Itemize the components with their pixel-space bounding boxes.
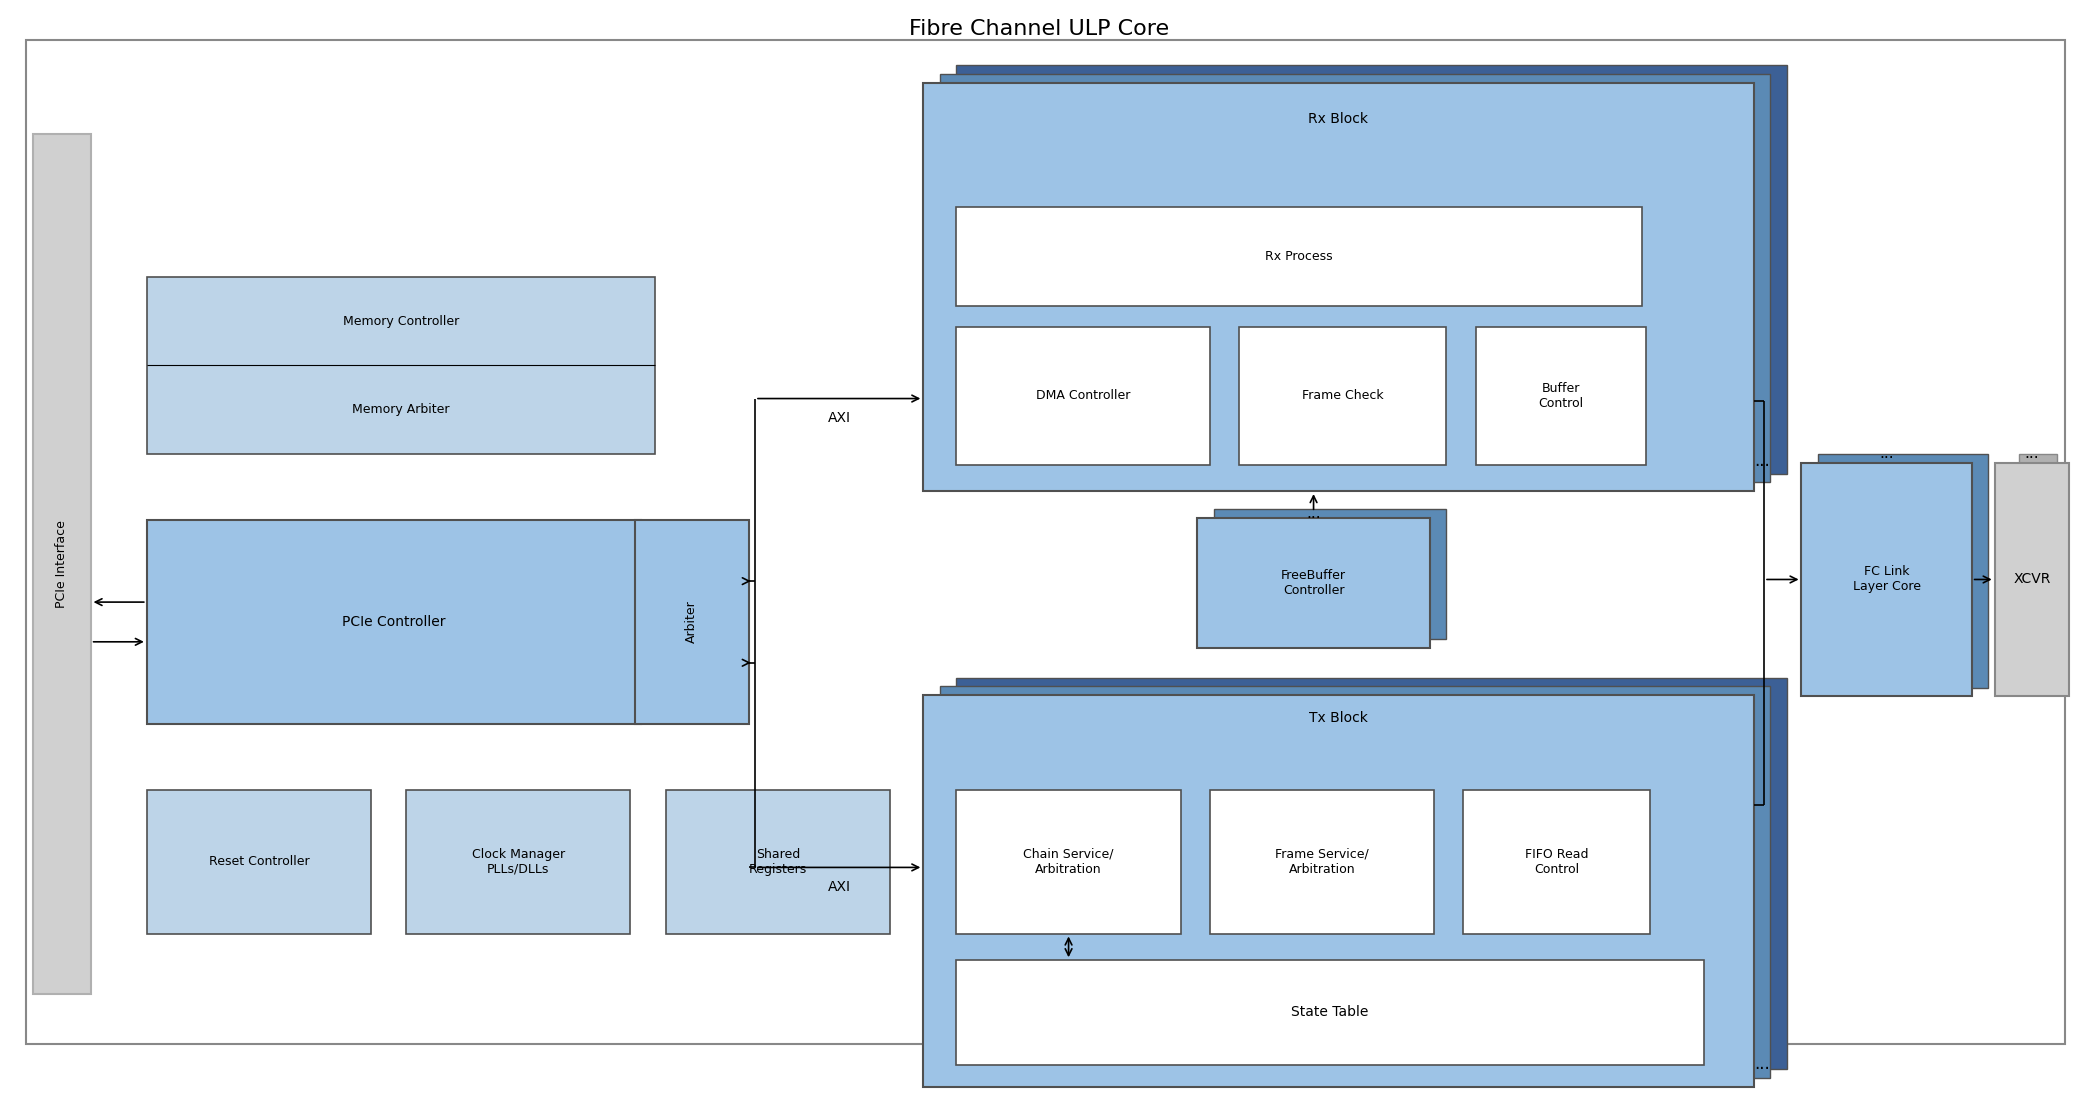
Bar <box>1994 462 2069 697</box>
Bar <box>405 790 630 933</box>
Bar <box>1802 462 1971 697</box>
Text: Rx Block: Rx Block <box>1308 113 1368 126</box>
Bar <box>2019 453 2056 688</box>
Bar <box>956 960 1705 1065</box>
Text: PCIe Controller: PCIe Controller <box>343 615 445 629</box>
Bar <box>634 520 748 724</box>
Bar <box>940 687 1771 1078</box>
Text: FIFO Read
Control: FIFO Read Control <box>1524 848 1588 876</box>
Text: Buffer
Control: Buffer Control <box>1538 382 1584 410</box>
Bar <box>1198 518 1430 648</box>
Bar <box>956 207 1642 306</box>
Bar <box>148 790 370 933</box>
Text: Frame Check: Frame Check <box>1301 389 1383 403</box>
Text: Clock Manager
PLLs/DLLs: Clock Manager PLLs/DLLs <box>472 848 565 876</box>
Bar <box>923 83 1755 491</box>
Text: ...: ... <box>1755 452 1769 470</box>
Bar <box>148 278 655 453</box>
Text: DMA Controller: DMA Controller <box>1035 389 1131 403</box>
Bar <box>33 134 91 994</box>
Bar <box>956 678 1788 1070</box>
Text: ...: ... <box>1755 1055 1769 1073</box>
Text: Chain Service/
Arbitration: Chain Service/ Arbitration <box>1023 848 1114 876</box>
Text: XCVR: XCVR <box>2012 573 2050 586</box>
Text: Fibre Channel ULP Core: Fibre Channel ULP Core <box>909 19 1170 39</box>
Text: AXI: AXI <box>827 880 850 895</box>
Text: FreeBuffer
Controller: FreeBuffer Controller <box>1281 568 1345 597</box>
Bar <box>940 74 1771 482</box>
Bar <box>956 65 1788 473</box>
Bar <box>956 327 1210 465</box>
Text: Shared
Registers: Shared Registers <box>748 848 807 876</box>
Text: ...: ... <box>1306 505 1320 521</box>
Text: Arbiter: Arbiter <box>686 601 699 644</box>
Text: ...: ... <box>1879 446 1894 461</box>
Text: Frame Service/
Arbitration: Frame Service/ Arbitration <box>1274 848 1368 876</box>
Bar <box>1464 790 1651 933</box>
Text: Memory Arbiter: Memory Arbiter <box>351 403 449 416</box>
Text: ...: ... <box>2025 446 2039 461</box>
Text: State Table: State Table <box>1291 1005 1368 1020</box>
Text: Rx Process: Rx Process <box>1266 250 1333 263</box>
Bar <box>1210 790 1435 933</box>
Text: Memory Controller: Memory Controller <box>343 315 459 327</box>
Text: Tx Block: Tx Block <box>1310 711 1368 726</box>
Text: Reset Controller: Reset Controller <box>208 855 310 868</box>
Bar <box>148 520 640 724</box>
Bar <box>923 696 1755 1087</box>
Bar <box>1214 509 1447 639</box>
Bar <box>1239 327 1447 465</box>
Text: PCIe Interface: PCIe Interface <box>56 520 69 608</box>
Text: FC Link
Layer Core: FC Link Layer Core <box>1852 565 1921 594</box>
Bar <box>1817 453 1988 688</box>
Bar <box>665 790 890 933</box>
Bar <box>956 790 1181 933</box>
Bar <box>1476 327 1647 465</box>
Text: AXI: AXI <box>827 411 850 426</box>
